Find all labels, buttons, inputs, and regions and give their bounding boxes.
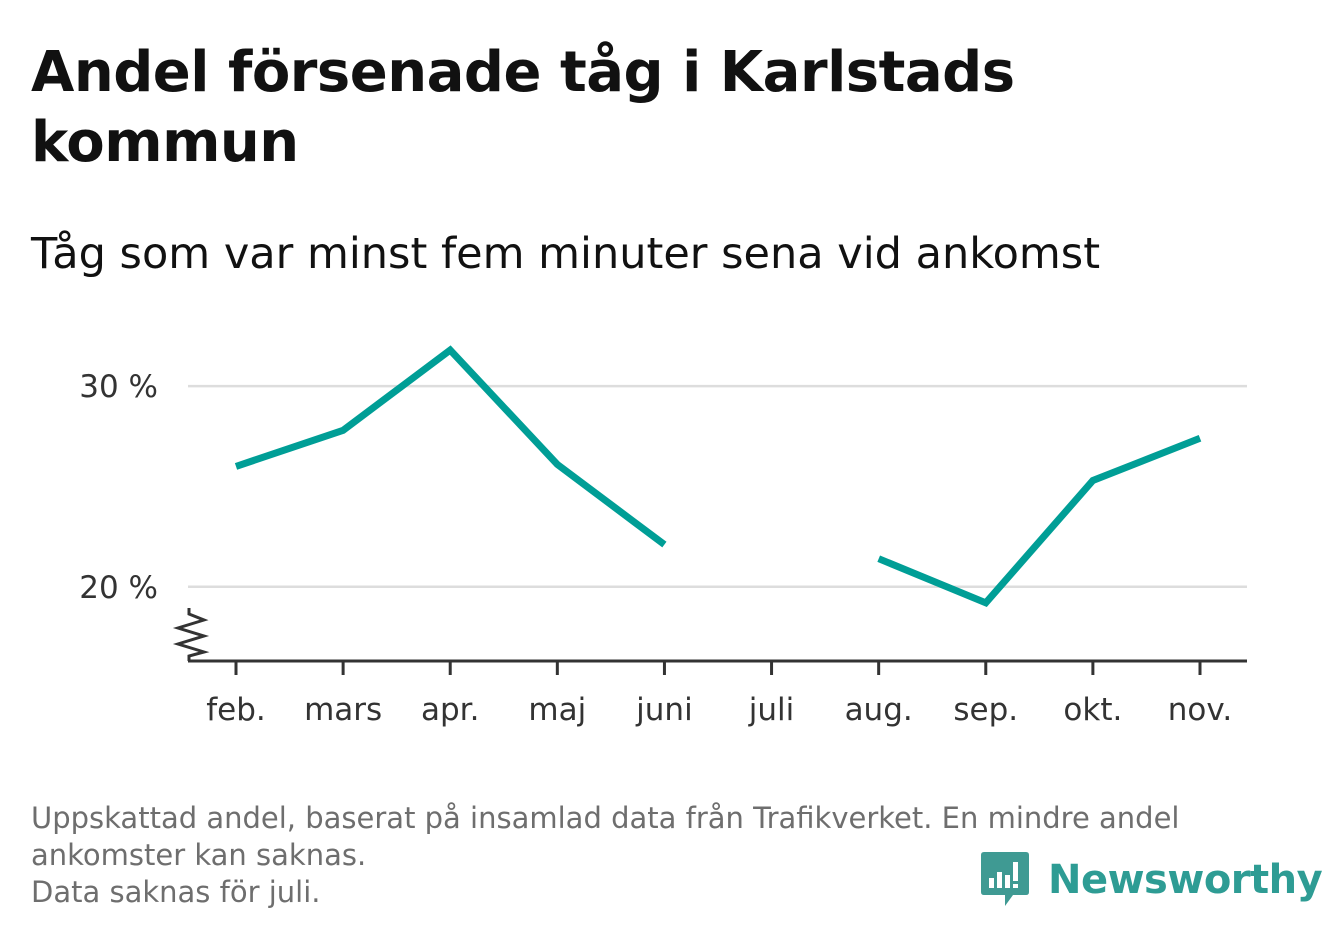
series-layer [233, 345, 1203, 607]
data-point [1197, 435, 1203, 441]
y-tick-label: 30 % [79, 369, 158, 405]
x-tick-label: mars [304, 692, 382, 728]
data-point [233, 463, 239, 469]
footnote-method: Uppskattad andel, baserat på insamlad da… [31, 801, 1180, 872]
brand-name: Newsworthy [1048, 857, 1322, 903]
data-point [661, 542, 667, 548]
chart-subtitle: Tåg som var minst fem minuter sena vid a… [31, 229, 1101, 279]
data-point [340, 427, 346, 433]
series-line-segment-2 [877, 435, 1202, 607]
x-tick-label: aug. [845, 692, 913, 728]
x-tick-label: okt. [1063, 692, 1122, 728]
grid-layer [188, 384, 1247, 589]
data-point [983, 600, 989, 606]
data-point [1090, 478, 1096, 484]
x-tick-label: juni [635, 692, 693, 728]
newsworthy-logo: Newsworthy [980, 848, 1322, 912]
chart-title: Andel försenade tåg i Karlstads kommun [31, 40, 1015, 175]
data-point [554, 461, 560, 467]
axis-layer [172, 608, 1247, 675]
data-point [876, 556, 882, 562]
label-layer: 20 % 30 % feb. mars apr. maj juni juli aug. sep. o… [79, 369, 1232, 728]
x-tick-label: juli [748, 692, 795, 728]
bar-chart-logo-icon [981, 852, 1029, 906]
footnote-missing-data: Data saknas för juli. [31, 875, 321, 909]
y-tick-label: 20 % [79, 570, 158, 606]
y-axis-break-mark [172, 608, 210, 661]
x-tick-label: nov. [1168, 692, 1232, 728]
footnote: Uppskattad andel, baserat på insamlad da… [31, 800, 1291, 911]
x-tick-label: feb. [206, 692, 266, 728]
x-tick-label: apr. [421, 692, 479, 728]
data-point [447, 347, 453, 353]
x-tick-label: maj [528, 692, 586, 728]
x-tick-label: sep. [953, 692, 1018, 728]
series-line-segment-1 [234, 345, 667, 548]
